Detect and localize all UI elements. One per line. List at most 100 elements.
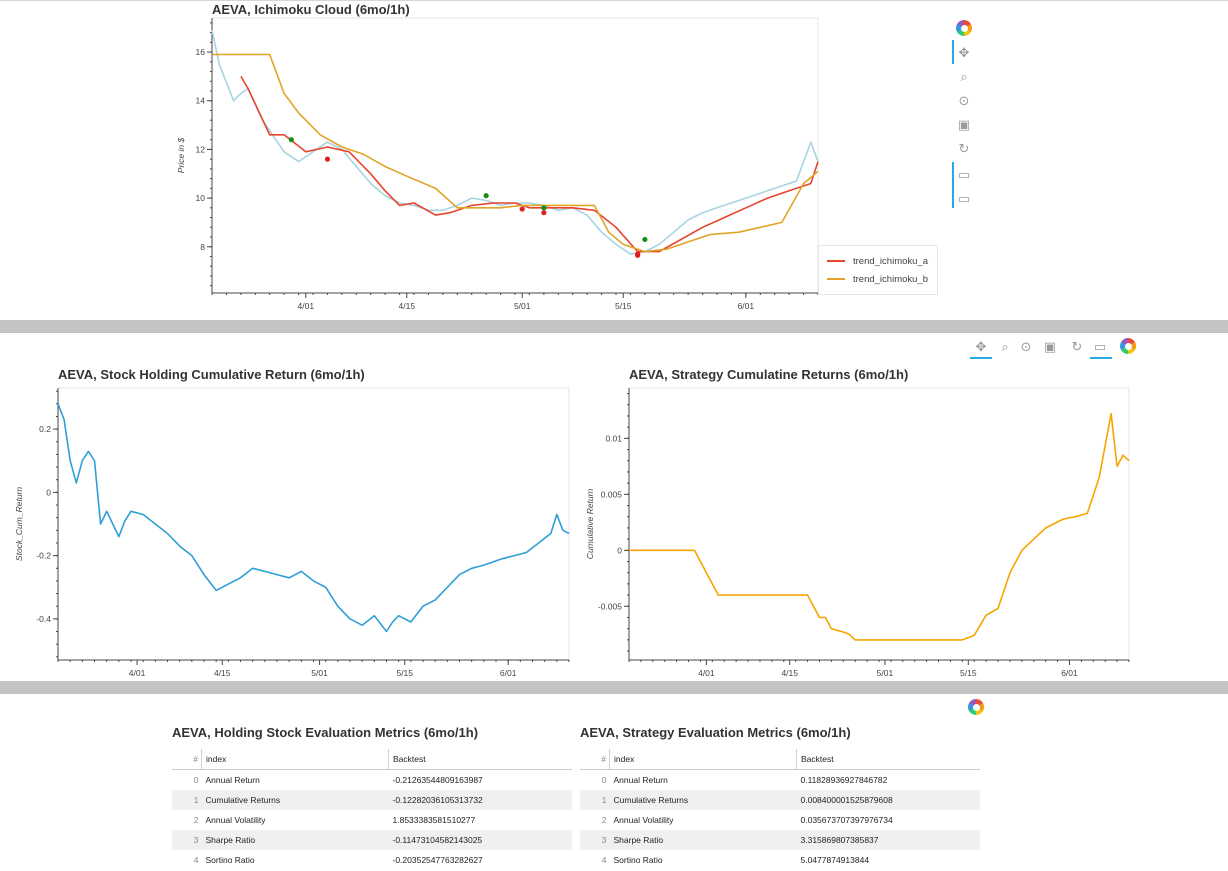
active-tool-indicator: [952, 40, 954, 64]
bokeh-logo-icon[interactable]: [956, 20, 972, 36]
table-row[interactable]: 0 Annual Return -0.21263544809163987: [172, 770, 572, 791]
y-tick-label: -0.2: [36, 551, 51, 561]
buy-signal-marker: [483, 193, 489, 199]
plot-frame: [211, 17, 819, 294]
table-row[interactable]: 3 Sharpe Ratio 3.315869807385837: [580, 830, 980, 850]
row-value: 0.008400001525879608: [796, 790, 980, 810]
x-tick-label: 5/15: [396, 668, 413, 678]
plot-frame: [57, 387, 570, 661]
holding-return-chart[interactable]: 4/01 4/15 5/01 5/15 6/01 -0.4 -0.2 0 0.2 Stock_Cu…: [0, 340, 600, 685]
hover-icon[interactable]: ▭: [957, 166, 971, 182]
active-tool-indicator: [970, 357, 992, 359]
box-zoom-icon[interactable]: ⌕: [1001, 338, 1009, 354]
col-header-index[interactable]: index: [201, 749, 389, 770]
top-divider: [0, 0, 1228, 1]
row-number: 1: [172, 790, 202, 810]
y-tick-label: 14: [196, 96, 206, 106]
row-index: Sharpe Ratio: [609, 830, 797, 850]
col-header-num[interactable]: #: [580, 749, 610, 770]
y-axis-label: Cumulative Return: [585, 489, 595, 560]
table-row[interactable]: 1 Cumulative Returns -0.12282036105313732: [172, 790, 572, 810]
series-line-price: [211, 30, 819, 255]
row-number: 1: [580, 790, 610, 810]
series-line-strategy: [629, 412, 1130, 641]
col-header-backtest[interactable]: Backtest: [388, 749, 572, 770]
table-row[interactable]: 4 Sortino Ratio 5.0477874913844: [580, 850, 980, 870]
row-value: -0.21263544809163987: [392, 775, 483, 785]
sell-signal-marker: [324, 156, 331, 162]
reset-icon[interactable]: ↻: [958, 140, 970, 156]
ichimoku-chart[interactable]: 4/01 4/15 5/01 5/15 6/01 8 10 12 14 16 Price in $: [0, 0, 960, 320]
row-number: 3: [172, 830, 202, 850]
row-value: 0.035673707397976734: [800, 815, 893, 825]
row-value: 5.0477874913844: [800, 855, 870, 865]
save-icon[interactable]: ▣: [1043, 338, 1057, 354]
pan-icon[interactable]: ✥: [975, 338, 987, 354]
chart-title-holding: AEVA, Stock Holding Cumulative Return (6…: [58, 367, 365, 382]
hover-icon-2[interactable]: ▭: [957, 190, 971, 206]
col-header-num[interactable]: #: [172, 749, 202, 770]
row-number: 4: [193, 855, 199, 865]
wheel-zoom-icon[interactable]: ⊙: [958, 92, 970, 108]
row-value: 3.315869807385837: [796, 830, 980, 850]
row-index: Annual Return: [205, 775, 260, 785]
row-number: 0: [193, 775, 199, 785]
x-tick-label: 4/01: [698, 668, 715, 678]
row-index: Annual Volatility: [613, 815, 674, 825]
bokeh-logo-icon[interactable]: [968, 699, 984, 715]
y-tick-label: 0: [46, 487, 51, 497]
sell-signal-marker: [519, 206, 525, 212]
x-tick-label: 4/01: [298, 301, 315, 311]
x-tick-label: 4/15: [781, 668, 798, 678]
table-row[interactable]: 3 Sharpe Ratio -0.11473104582143025: [172, 830, 572, 850]
x-tick-label: 5/15: [615, 301, 632, 311]
y-tick-label: 0.005: [601, 489, 623, 499]
table-row[interactable]: 1 Cumulative Returns 0.008400001525879608: [580, 790, 980, 810]
row-index: Sortino Ratio: [205, 855, 255, 865]
wheel-zoom-icon[interactable]: ⊙: [1020, 338, 1032, 354]
y-tick-label: 10: [196, 193, 206, 203]
reset-icon[interactable]: ↻: [1071, 338, 1083, 354]
legend-item-trend-a: trend_ichimoku_a: [827, 254, 928, 268]
save-icon[interactable]: ▣: [957, 116, 971, 132]
y-tick-label: 16: [196, 47, 206, 57]
table-row[interactable]: 4 Sortino Ratio -0.20352547763282627: [172, 850, 572, 870]
table-header-row: # index Backtest: [172, 749, 572, 770]
table-row[interactable]: 2 Annual Volatility 0.035673707397976734: [580, 810, 980, 830]
y-tick-label: 0: [617, 545, 622, 555]
strategy-return-chart[interactable]: 4/01 4/15 5/01 5/15 6/01 -0.005 0 0.005 0.01 Cumu…: [570, 340, 1170, 685]
row-index: Annual Return: [613, 775, 668, 785]
row-value: -0.11473104582143025: [388, 830, 572, 850]
sell-signal-marker: [635, 252, 641, 258]
buy-signal-marker: [288, 137, 294, 143]
y-tick-label: -0.4: [36, 614, 51, 624]
metrics-title-holding: AEVA, Holding Stock Evaluation Metrics (…: [172, 725, 479, 740]
row-index: Sharpe Ratio: [201, 830, 389, 850]
legend-swatch-trend-b: [827, 278, 845, 280]
hover-icon[interactable]: ▭: [1093, 338, 1107, 354]
series-line-trend_b: [212, 53, 819, 253]
series-line-holding: [57, 403, 570, 633]
table-row[interactable]: 0 Annual Return 0.11828936927846782: [580, 770, 980, 791]
col-header-index[interactable]: index: [609, 749, 797, 770]
legend-item-trend-b: trend_ichimoku_b: [827, 272, 928, 286]
pan-icon[interactable]: ✥: [958, 44, 970, 60]
series-line-trend_a: [240, 75, 819, 253]
legend: trend_ichimoku_a trend_ichimoku_b: [818, 245, 938, 295]
row-number: 4: [601, 855, 607, 865]
table-row[interactable]: 2 Annual Volatility 1.8533383581510277: [172, 810, 572, 830]
buy-signal-marker: [541, 205, 547, 211]
bokeh-logo-icon[interactable]: [1120, 338, 1136, 354]
x-tick-label: 5/15: [960, 668, 977, 678]
x-tick-label: 5/01: [311, 668, 328, 678]
legend-label-trend-b: trend_ichimoku_b: [853, 273, 928, 285]
legend-label-trend-a: trend_ichimoku_a: [853, 255, 928, 267]
chart-title-ichimoku: AEVA, Ichimoku Cloud (6mo/1h): [212, 2, 410, 17]
sell-signal-marker: [541, 210, 547, 216]
col-header-backtest[interactable]: Backtest: [796, 749, 980, 770]
y-tick-label: 0.01: [605, 433, 622, 443]
metrics-table-holding: # index Backtest 0 Annual Return -0.212635…: [172, 749, 572, 870]
row-value: 0.11828936927846782: [800, 775, 888, 785]
box-zoom-icon[interactable]: ⌕: [960, 68, 968, 84]
y-axis-label: Price in $: [176, 138, 186, 174]
